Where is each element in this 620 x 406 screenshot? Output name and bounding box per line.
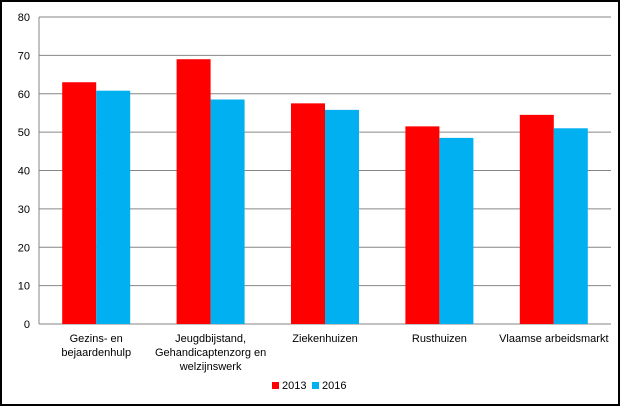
y-tick-label: 50 [18, 127, 30, 139]
y-tick-label: 0 [24, 319, 30, 331]
y-tick-label: 20 [18, 242, 30, 254]
bar-2013-3 [405, 126, 440, 325]
y-tick-label: 60 [18, 89, 30, 101]
bar-2016-1 [210, 99, 245, 324]
x-tick-label: Gehandicaptenzorg en [155, 347, 266, 359]
legend-label: 2013 [282, 380, 306, 392]
legend-swatch-2016 [312, 382, 319, 389]
legend-label: 2016 [322, 380, 346, 392]
bar-2013-1 [176, 59, 211, 325]
bar-2016-3 [439, 137, 474, 324]
bar-2016-4 [553, 128, 588, 324]
y-tick-label: 40 [18, 166, 30, 178]
x-tick-label: Gezins- en [70, 333, 123, 345]
x-tick-label: Ziekenhuizen [292, 333, 357, 345]
bar-2013-2 [291, 103, 325, 324]
legend-swatch-2013 [272, 382, 279, 389]
y-tick-label: 30 [18, 204, 30, 216]
x-tick-label: Vlaamse arbeidsmarkt [499, 333, 608, 345]
x-tick-label: bejaardenhulp [61, 347, 131, 359]
x-tick-label: welzijnswerk [179, 361, 242, 373]
x-tick-label: Jeugdbijstand, [175, 333, 246, 345]
x-tick-label: Rusthuizen [412, 333, 467, 345]
bar-2016-0 [96, 90, 131, 325]
bar-2013-4 [519, 114, 554, 324]
y-tick-label: 80 [18, 12, 30, 24]
y-tick-label: 70 [18, 50, 30, 62]
y-tick-label: 10 [18, 281, 30, 293]
bar-2013-0 [62, 82, 97, 324]
bar-2016-2 [325, 109, 359, 325]
